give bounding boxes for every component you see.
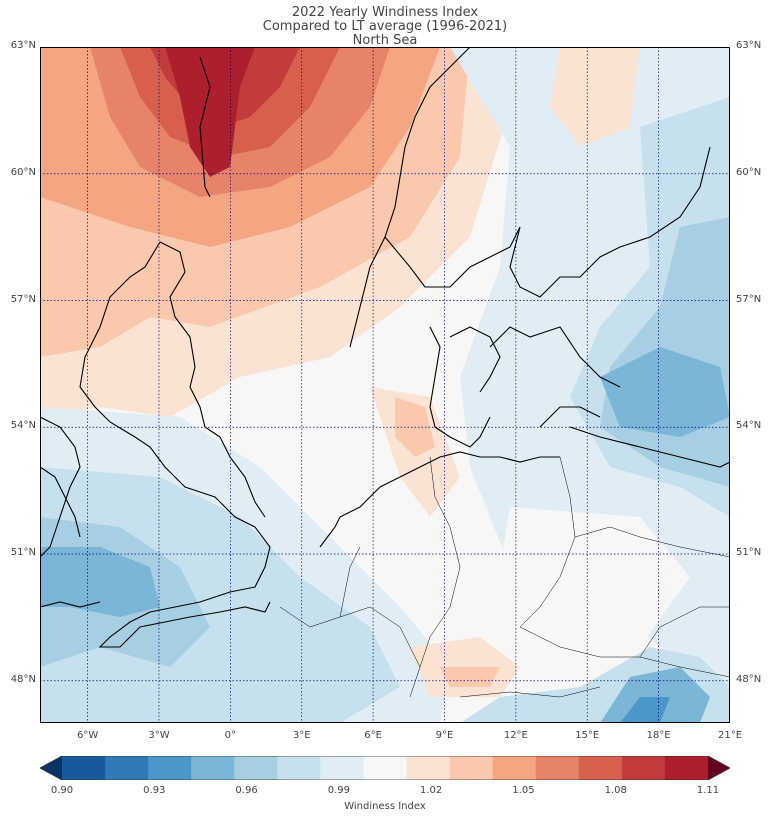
- map-region-title: North Sea: [352, 33, 418, 48]
- colorbar-bin: [578, 756, 623, 780]
- colorbar-bin: [105, 756, 149, 780]
- colorbar: [40, 756, 730, 780]
- colorbar-tick-label: 0.99: [327, 785, 350, 796]
- lat-tick-label: 57°N: [10, 293, 36, 305]
- lon-tick-label: 6°W: [76, 730, 99, 741]
- colorbar-bin: [363, 756, 408, 780]
- colorbar-extend-min: [40, 756, 62, 780]
- colorbar-tick-label: 1.05: [512, 785, 535, 796]
- colorbar-bin: [449, 756, 494, 780]
- colorbar-label: Windiness Index: [344, 801, 426, 812]
- colorbar-bin: [621, 756, 666, 780]
- colorbar-tick-label: 1.08: [604, 785, 627, 796]
- colorbar-bin: [406, 756, 451, 780]
- colorbar-bin: [277, 756, 321, 780]
- colorbar-tick-label: 0.96: [235, 785, 258, 796]
- lon-tick-label: 3°E: [292, 730, 311, 741]
- colorbar-tick-label: 1.02: [420, 785, 443, 796]
- map-subtitle: Compared to LT average (1996-2021): [262, 19, 508, 34]
- map-border: [40, 47, 730, 723]
- lon-tick-label: 21°E: [717, 730, 743, 741]
- lat-tick-label: 51°N: [736, 547, 762, 558]
- map-title: 2022 Yearly Windiness Index: [291, 5, 479, 20]
- colorbar-tick-label: 0.90: [50, 785, 74, 796]
- borders: [279, 456, 730, 698]
- colorbar-tick-label: 0.93: [143, 785, 166, 796]
- lat-tick-label: 60°N: [736, 166, 762, 178]
- lon-tick-label: 9°E: [435, 730, 454, 741]
- windiness-field: [40, 47, 730, 723]
- lon-tick-label: 18°E: [646, 730, 671, 741]
- colorbar-bin: [535, 756, 580, 780]
- coastlines: [40, 47, 730, 648]
- lat-lon-gridlines: [40, 47, 730, 723]
- map-plot: [40, 47, 730, 723]
- colorbar-bin: [148, 756, 192, 780]
- colorbar-bin: [234, 756, 278, 780]
- lon-tick-label: 12°E: [503, 730, 528, 741]
- colorbar-extend-max: [708, 756, 730, 780]
- colorbar-bin: [320, 756, 365, 780]
- lon-tick-label: 15°E: [575, 730, 600, 741]
- lon-tick-label: 6°E: [364, 730, 382, 741]
- colorbar-bin: [492, 756, 537, 780]
- lon-tick-label: 3°W: [148, 730, 170, 741]
- lat-tick-label: 51°N: [10, 547, 36, 558]
- lat-tick-label: 60°N: [10, 166, 36, 178]
- colorbar-bin: [62, 756, 106, 780]
- lat-tick-label: 48°N: [736, 673, 762, 685]
- colorbar-bin: [191, 756, 235, 780]
- lat-tick-label: 63°N: [736, 40, 762, 51]
- lon-tick-label: 0°: [224, 730, 237, 741]
- colorbar-bin: [664, 756, 709, 780]
- lat-tick-label: 63°N: [10, 40, 36, 51]
- lat-tick-label: 54°N: [736, 420, 762, 432]
- lat-tick-label: 54°N: [10, 420, 36, 432]
- lat-tick-label: 57°N: [736, 293, 762, 305]
- colorbar-tick-label: 1.11: [696, 785, 720, 796]
- lat-tick-label: 48°N: [10, 673, 36, 685]
